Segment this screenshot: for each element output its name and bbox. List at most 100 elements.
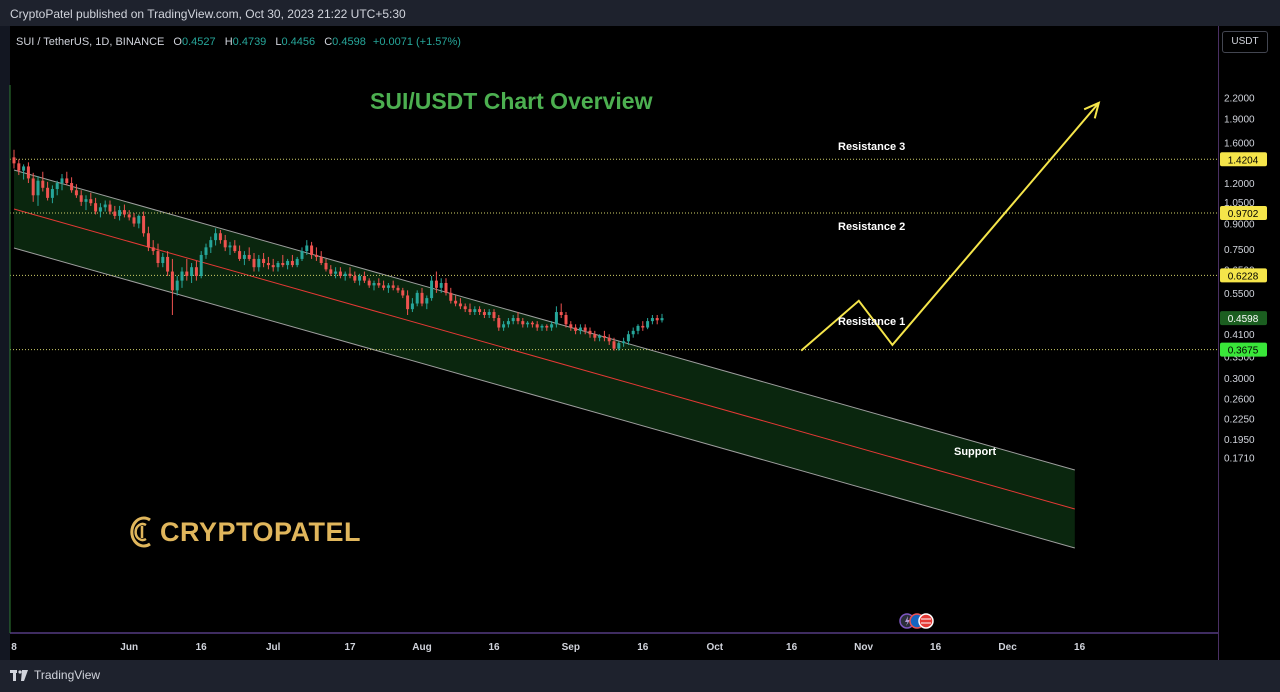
time-tick-label: Dec xyxy=(998,642,1017,653)
current-price-tag: 0.4598 xyxy=(1228,314,1259,325)
time-tick-label: 16 xyxy=(637,642,649,653)
resistance-3-label: Resistance 3 xyxy=(838,141,906,153)
candle-body xyxy=(372,282,376,286)
candle-body xyxy=(574,327,578,331)
candle-body xyxy=(41,180,45,188)
candle-body xyxy=(122,210,126,215)
candle-body xyxy=(319,256,323,264)
price-tick-label: 0.3000 xyxy=(1224,374,1255,385)
support-label: Support xyxy=(954,446,997,458)
publisher-bar: CryptoPatel published on TradingView.com… xyxy=(0,0,1280,26)
candle-body xyxy=(132,217,136,224)
candle-body xyxy=(70,183,74,191)
cryptopatel-logo-mark-icon xyxy=(130,516,151,548)
candle-body xyxy=(617,343,621,349)
candle-body xyxy=(50,189,54,198)
symbol-label: SUI / TetherUS, 1D, BINANCE xyxy=(16,36,165,48)
candle-body xyxy=(612,341,616,349)
candle-body xyxy=(300,251,304,259)
candle-body xyxy=(290,260,294,266)
candle-body xyxy=(46,187,50,198)
low-label: L xyxy=(275,36,282,48)
economic-events[interactable] xyxy=(898,612,938,630)
candle-body xyxy=(233,245,237,252)
candle-body xyxy=(214,233,218,241)
currency-button[interactable]: USDT xyxy=(1222,31,1268,53)
tradingview-label: TradingView xyxy=(34,668,101,682)
candle-body xyxy=(98,207,102,212)
candle-body xyxy=(127,214,131,218)
candle-body xyxy=(430,280,434,299)
candle-body xyxy=(420,292,424,304)
time-tick-label: 16 xyxy=(488,642,500,653)
candle-body xyxy=(276,263,280,268)
candle-body xyxy=(641,325,645,328)
candle-body xyxy=(362,276,366,281)
candle-body xyxy=(406,295,410,310)
projection-path[interactable] xyxy=(800,102,1100,352)
resistance-1-price-tag: 0.6228 xyxy=(1228,271,1259,282)
price-tick-label: 0.3500 xyxy=(1224,353,1255,364)
support-price-tag: 0.3675 xyxy=(1228,346,1259,357)
close-value: 0.4598 xyxy=(332,36,366,48)
candle-body xyxy=(31,178,35,196)
tradingview-brand[interactable]: TradingView xyxy=(10,668,100,682)
candle-body xyxy=(655,318,659,321)
price-tick-label: 0.1950 xyxy=(1224,435,1255,446)
channel-upper-line[interactable] xyxy=(13,169,1075,471)
watermark-text: CRYPTOPATEL xyxy=(160,516,362,547)
candle-body xyxy=(238,251,242,259)
candle-body xyxy=(209,240,213,248)
candle-body xyxy=(521,321,525,325)
close-label: C xyxy=(324,36,333,48)
candle-body xyxy=(79,195,83,202)
candle-body xyxy=(468,309,472,313)
candle-body xyxy=(506,321,510,325)
candle-body xyxy=(478,309,482,313)
candle-body xyxy=(646,321,650,328)
candle-body xyxy=(530,322,534,325)
time-tick-label: Jul xyxy=(266,642,281,653)
event-us-flag-2-icon[interactable] xyxy=(918,613,934,629)
candle-body xyxy=(487,312,491,316)
candle-body xyxy=(386,285,390,288)
candle-body xyxy=(12,157,16,164)
candle-body xyxy=(55,183,59,190)
candle-body xyxy=(598,335,602,338)
candle-body xyxy=(434,280,438,288)
candle-body xyxy=(425,298,429,304)
candle-body xyxy=(204,247,208,255)
channel-midline[interactable] xyxy=(13,208,1075,510)
candle-body xyxy=(382,285,386,288)
candle-body xyxy=(569,324,573,328)
candle-body xyxy=(36,180,40,196)
candle-body xyxy=(190,267,194,277)
candle-body xyxy=(180,271,184,281)
candle-body xyxy=(391,285,395,288)
ohlc-legend: SUI / TetherUS, 1D, BINANCE O0.4527 H0.4… xyxy=(16,36,461,48)
footer-bar: TradingView xyxy=(0,660,1280,692)
candle-body xyxy=(367,280,371,286)
candle-body xyxy=(113,211,117,216)
candle-body xyxy=(170,271,174,291)
candle-body xyxy=(281,263,285,266)
candle-body xyxy=(545,325,549,328)
channel-lower-line[interactable] xyxy=(13,247,1075,549)
candle-body xyxy=(415,292,419,304)
candle-body xyxy=(142,215,146,234)
candle-body xyxy=(194,267,198,277)
candle-body xyxy=(223,240,227,248)
candle-body xyxy=(329,269,333,274)
candle-body xyxy=(636,325,640,331)
candle-body xyxy=(449,292,453,301)
candle-body xyxy=(463,306,467,310)
price-tick-label: 1.0500 xyxy=(1224,198,1255,209)
candle-body xyxy=(295,258,299,266)
candle-body xyxy=(166,256,170,272)
candle-body xyxy=(511,318,515,322)
candle-body xyxy=(118,210,122,216)
candle-body xyxy=(22,166,26,171)
candle-body xyxy=(458,303,462,307)
support-price-tag-bg xyxy=(1220,342,1267,357)
